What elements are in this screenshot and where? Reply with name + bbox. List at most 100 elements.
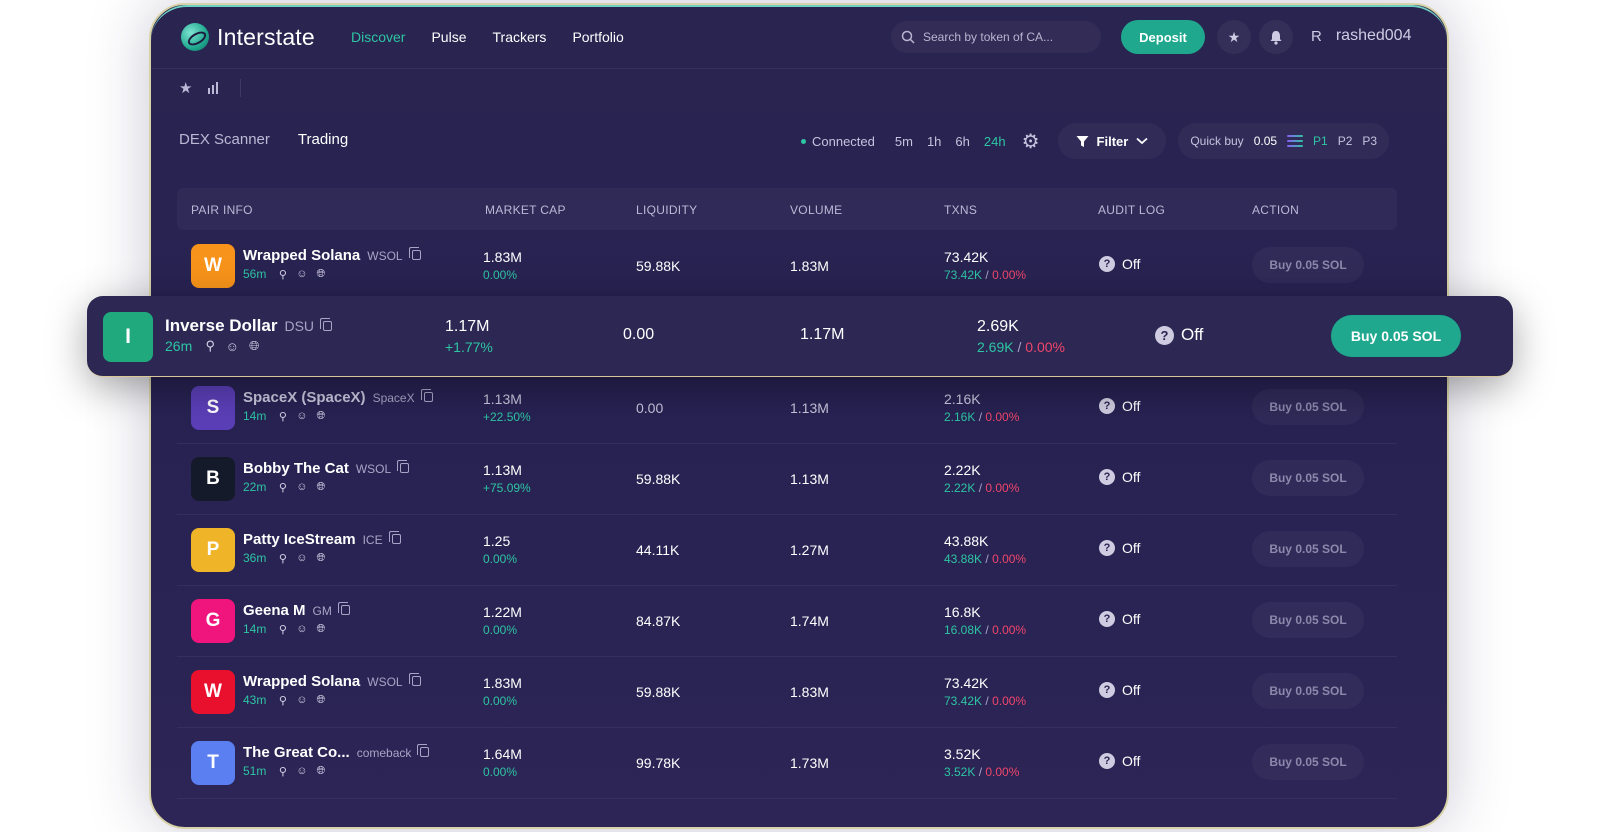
user-icon[interactable]: ☺: [296, 410, 308, 422]
deposit-button[interactable]: Deposit: [1121, 20, 1205, 54]
search-box[interactable]: [891, 21, 1101, 53]
search-icon[interactable]: ⚲: [205, 338, 215, 353]
table-row[interactable]: G Geena M GM 14m ⚲ ☺ 🌐︎ 1.22M 0.00% 84.8…: [177, 586, 1397, 657]
copy-icon[interactable]: [420, 389, 433, 402]
column-txns[interactable]: TXNS: [944, 203, 978, 217]
globe-icon[interactable]: 🌐︎: [316, 480, 326, 493]
copy-icon[interactable]: [397, 460, 410, 473]
preset-p1[interactable]: P1: [1313, 134, 1328, 148]
user-icon[interactable]: ☺: [296, 481, 308, 493]
audit-log-cell[interactable]: ? Off: [1099, 256, 1140, 272]
globe-icon[interactable]: 🌐︎: [316, 409, 326, 422]
search-icon[interactable]: ⚲: [278, 623, 287, 636]
table-row[interactable]: P Patty IceStream ICE 36m ⚲ ☺ 🌐︎ 1.25 0.…: [177, 515, 1397, 586]
table-row[interactable]: W Wrapped Solana WSOL 56m ⚲ ☺ 🌐︎ 1.83M 0…: [177, 231, 1397, 302]
preset-p3[interactable]: P3: [1362, 134, 1378, 148]
globe-icon[interactable]: 🌐︎: [316, 267, 326, 280]
token-avatar: I: [103, 312, 153, 362]
column-volume[interactable]: VOLUME: [790, 203, 843, 217]
table-row[interactable]: T The Great Co... comeback 51m ⚲ ☺ 🌐︎ 1.…: [177, 728, 1397, 799]
globe-icon[interactable]: 🌐︎: [249, 338, 260, 353]
globe-icon[interactable]: 🌐︎: [316, 622, 326, 635]
buy-button[interactable]: Buy 0.05 SOL: [1252, 247, 1364, 283]
tab-dex-scanner[interactable]: DEX Scanner: [179, 131, 270, 148]
table-row[interactable]: W Wrapped Solana WSOL 43m ⚲ ☺ 🌐︎ 1.83M 0…: [177, 657, 1397, 728]
preset-p2[interactable]: P2: [1337, 134, 1353, 148]
logo[interactable]: Interstate: [181, 23, 315, 51]
user-icon[interactable]: ☺: [296, 623, 308, 635]
audit-log-cell[interactable]: ? Off: [1099, 611, 1140, 627]
table-row[interactable]: B Bobby The Cat WSOL 22m ⚲ ☺ 🌐︎ 1.13M +7…: [177, 444, 1397, 515]
user-menu[interactable]: R rashed004: [1311, 27, 1411, 45]
copy-icon[interactable]: [408, 673, 421, 686]
gear-icon[interactable]: ⚙: [1021, 130, 1040, 153]
copy-icon[interactable]: [417, 744, 430, 757]
audit-log-cell[interactable]: ? Off: [1155, 325, 1203, 345]
audit-log-cell[interactable]: ? Off: [1099, 540, 1140, 556]
buy-button[interactable]: Buy 0.05 SOL: [1252, 460, 1364, 496]
globe-icon[interactable]: 🌐︎: [316, 693, 326, 706]
buy-button[interactable]: Buy 0.05 SOL: [1252, 602, 1364, 638]
copy-icon[interactable]: [337, 602, 350, 615]
user-icon[interactable]: ☺: [296, 765, 308, 777]
token-name[interactable]: The Great Co...: [243, 744, 350, 761]
buy-button[interactable]: Buy 0.05 SOL: [1252, 531, 1364, 567]
audit-log-cell[interactable]: ? Off: [1099, 469, 1140, 485]
buy-button[interactable]: Buy 0.05 SOL: [1331, 315, 1461, 357]
search-icon[interactable]: ⚲: [278, 552, 287, 565]
token-name[interactable]: Geena M: [243, 602, 306, 619]
search-icon[interactable]: ⚲: [278, 410, 287, 423]
token-name[interactable]: Wrapped Solana: [243, 673, 361, 690]
watchlist-star-icon[interactable]: ★: [179, 80, 193, 97]
token-name[interactable]: SpaceX (SpaceX): [243, 389, 366, 406]
token-name[interactable]: Bobby The Cat: [243, 460, 349, 477]
bar-chart-icon[interactable]: [206, 81, 220, 95]
token-name[interactable]: Inverse Dollar: [165, 316, 278, 335]
table-row[interactable]: S SpaceX (SpaceX) SpaceX 14m ⚲ ☺ 🌐︎ 1.13…: [177, 373, 1397, 444]
user-icon[interactable]: ☺: [225, 338, 239, 354]
copy-icon[interactable]: [408, 247, 421, 260]
search-icon[interactable]: ⚲: [278, 268, 287, 281]
column-audit-log[interactable]: AUDIT LOG: [1098, 203, 1166, 217]
timeframe-24h[interactable]: 24h: [983, 133, 1006, 149]
timeframe-1h[interactable]: 1h: [926, 133, 942, 149]
audit-status: Off: [1122, 611, 1141, 627]
audit-log-cell[interactable]: ? Off: [1099, 398, 1140, 414]
nav-discover[interactable]: Discover: [351, 29, 406, 45]
nav-pulse[interactable]: Pulse: [431, 29, 467, 45]
column-pair-info[interactable]: PAIR INFO: [191, 203, 253, 217]
buy-button[interactable]: Buy 0.05 SOL: [1252, 389, 1364, 425]
favorites-button[interactable]: ★: [1217, 20, 1251, 54]
buy-button[interactable]: Buy 0.05 SOL: [1252, 673, 1364, 709]
nav-trackers[interactable]: Trackers: [492, 29, 547, 45]
copy-icon[interactable]: [320, 318, 333, 331]
copy-icon[interactable]: [388, 531, 401, 544]
timeframe-6h[interactable]: 6h: [955, 133, 970, 149]
notifications-button[interactable]: [1259, 20, 1293, 54]
column-liquidity[interactable]: LIQUIDITY: [636, 203, 698, 217]
search-input[interactable]: [923, 30, 1093, 44]
column-action[interactable]: ACTION: [1252, 203, 1300, 217]
user-icon[interactable]: ☺: [296, 268, 308, 280]
nav-portfolio[interactable]: Portfolio: [572, 29, 624, 45]
globe-icon[interactable]: 🌐︎: [316, 551, 326, 564]
quick-buy-amount[interactable]: 0.05: [1253, 134, 1278, 148]
filter-button[interactable]: Filter: [1057, 123, 1167, 159]
token-name[interactable]: Patty IceStream: [243, 531, 356, 548]
audit-status: Off: [1122, 469, 1141, 485]
user-icon[interactable]: ☺: [296, 694, 308, 706]
highlighted-pair-row[interactable]: I Inverse Dollar DSU 26m ⚲ ☺ 🌐︎ 1.17M +1…: [87, 296, 1513, 377]
audit-log-cell[interactable]: ? Off: [1099, 682, 1140, 698]
search-icon[interactable]: ⚲: [278, 765, 287, 778]
market-cap-cell: 1.25 0.00%: [483, 533, 517, 566]
search-icon[interactable]: ⚲: [278, 481, 287, 494]
search-icon[interactable]: ⚲: [278, 694, 287, 707]
user-icon[interactable]: ☺: [296, 552, 308, 564]
timeframe-5m[interactable]: 5m: [894, 133, 913, 149]
audit-log-cell[interactable]: ? Off: [1099, 753, 1140, 769]
tab-trading[interactable]: Trading: [297, 131, 349, 148]
token-name[interactable]: Wrapped Solana: [243, 247, 361, 264]
column-market-cap[interactable]: MARKET CAP: [485, 203, 566, 217]
globe-icon[interactable]: 🌐︎: [316, 764, 326, 777]
buy-button[interactable]: Buy 0.05 SOL: [1252, 744, 1364, 780]
